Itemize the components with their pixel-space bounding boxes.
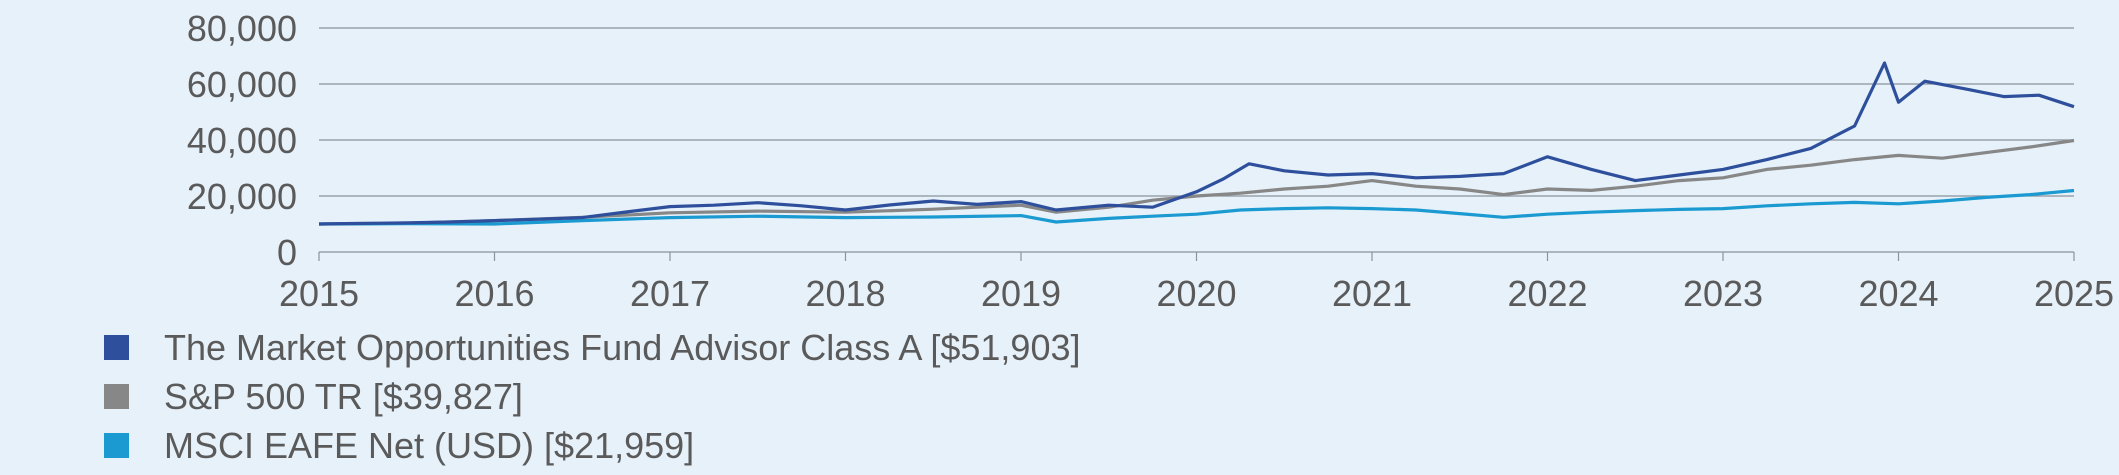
series-lines: [318, 61, 2075, 226]
eafe-series-line: [318, 188, 2075, 226]
y-tick-label: 20,000: [187, 176, 297, 217]
legend-item-fund-label: The Market Opportunities Fund Advisor Cl…: [164, 327, 1081, 368]
x-tick-label: 2017: [630, 273, 710, 314]
sp500-series-line: [318, 138, 2075, 226]
x-tick-label: 2016: [454, 273, 534, 314]
y-tick-labels: 0 20,000 40,000 60,000 80,000: [187, 8, 297, 273]
x-tick-label: 2021: [1332, 273, 1412, 314]
legend-item-fund-swatch: [104, 335, 129, 360]
y-tick-label: 60,000: [187, 64, 297, 105]
legend-item-eafe-label: MSCI EAFE Net (USD) [$21,959]: [164, 425, 694, 466]
x-tick-label: 2018: [805, 273, 885, 314]
x-tick-label: 2025: [2034, 273, 2114, 314]
x-tick-label: 2015: [279, 273, 359, 314]
legend: The Market Opportunities Fund Advisor Cl…: [104, 327, 1081, 466]
y-tick-label: 0: [277, 232, 297, 273]
y-tick-label: 40,000: [187, 120, 297, 161]
legend-item-sp500-swatch: [104, 384, 129, 409]
y-tick-label: 80,000: [187, 8, 297, 49]
legend-item-eafe-swatch: [104, 433, 129, 458]
x-tick-label: 2022: [1507, 273, 1587, 314]
x-tick-label: 2023: [1683, 273, 1763, 314]
x-ticks: 2015 2016 2017 2018 2019 2020 2021 2022 2023 2024…: [279, 252, 2114, 314]
x-tick-label: 2019: [981, 273, 1061, 314]
legend-item-sp500-label: S&P 500 TR [$39,827]: [164, 376, 523, 417]
x-tick-label: 2020: [1156, 273, 1236, 314]
grid-lines: [319, 27, 2074, 253]
x-tick-label: 2024: [1858, 273, 1938, 314]
fund-series-line: [318, 61, 2075, 226]
